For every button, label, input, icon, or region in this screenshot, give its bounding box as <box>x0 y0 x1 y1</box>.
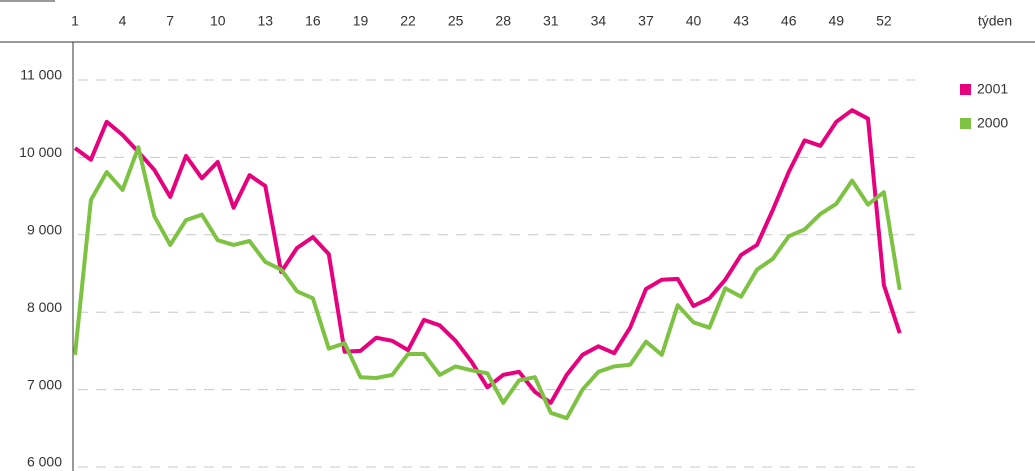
series-line <box>73 145 902 421</box>
y-tick-label: 11 000 <box>20 67 62 83</box>
x-tick-label: 13 <box>258 13 274 29</box>
legend-swatch <box>960 118 971 129</box>
x-tick-label: 10 <box>210 13 226 29</box>
y-tick-label: 9 000 <box>27 222 62 238</box>
legend-swatch <box>960 84 971 95</box>
x-tick-label: 25 <box>448 13 464 29</box>
x-axis-label: týden <box>978 13 1012 29</box>
x-tick-label: 4 <box>119 13 127 29</box>
x-tick-label: 28 <box>495 13 511 29</box>
legend-label: 2001 <box>977 81 1008 97</box>
x-tick-label: 1 <box>71 13 79 29</box>
y-tick-label: 10 000 <box>19 144 62 160</box>
x-tick-label: 37 <box>638 13 654 29</box>
legend-label: 2000 <box>977 115 1008 131</box>
x-tick-label: 49 <box>828 13 844 29</box>
x-tick-label: 22 <box>400 13 416 29</box>
y-tick-label: 6 000 <box>27 454 62 470</box>
series-line <box>73 108 902 405</box>
x-tick-label: 31 <box>543 13 559 29</box>
x-tick-label: 19 <box>353 13 369 29</box>
x-tick-label: 7 <box>166 13 174 29</box>
x-tick-label: 16 <box>305 13 321 29</box>
y-tick-label: 7 000 <box>27 376 62 392</box>
x-tick-label: 34 <box>591 13 607 29</box>
x-tick-label: 43 <box>733 13 749 29</box>
x-tick-label: 52 <box>876 13 892 29</box>
x-tick-label: 40 <box>686 13 702 29</box>
x-tick-label: 46 <box>781 13 797 29</box>
y-tick-label: 8 000 <box>27 299 62 315</box>
